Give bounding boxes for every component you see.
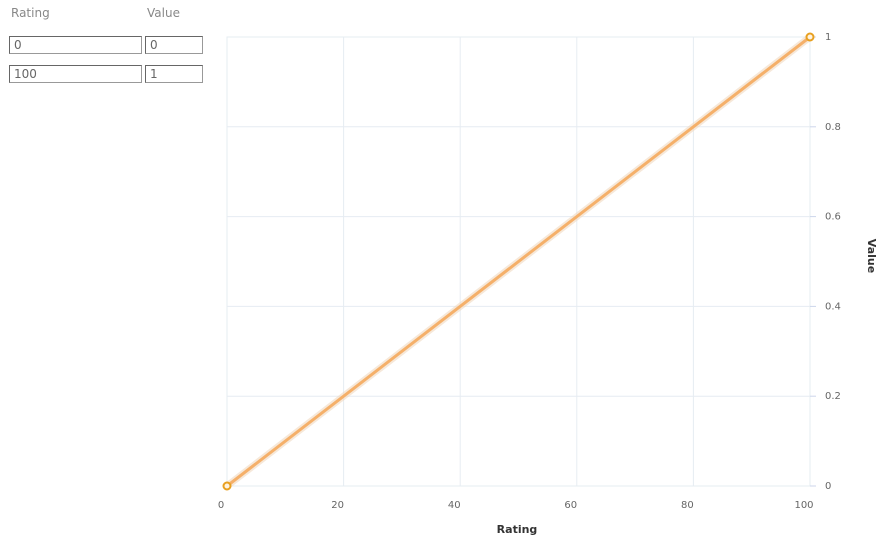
rating-column-header: Rating bbox=[11, 6, 50, 20]
x-axis-ticks: 0 20 40 60 80 100 bbox=[218, 500, 814, 511]
x-tick-label: 40 bbox=[448, 500, 461, 511]
x-tick-label: 100 bbox=[794, 500, 813, 511]
x-tick-label: 60 bbox=[564, 500, 577, 511]
y-axis-title: Value bbox=[865, 239, 878, 273]
y-tick-label: 0.2 bbox=[825, 391, 841, 402]
y-axis-ticks: 0 0.2 0.4 0.6 0.8 1 bbox=[825, 32, 841, 492]
series-point[interactable] bbox=[805, 32, 815, 42]
value-input-row-2[interactable] bbox=[145, 65, 203, 83]
y-tick-label: 0.6 bbox=[825, 212, 841, 223]
value-input-row-1[interactable] bbox=[145, 36, 203, 54]
rating-input-row-1[interactable] bbox=[9, 36, 142, 54]
series-point[interactable] bbox=[222, 481, 232, 491]
rating-input-row-2[interactable] bbox=[9, 65, 142, 83]
series-line bbox=[225, 35, 812, 488]
chart-grid bbox=[226, 36, 816, 487]
chart-series bbox=[222, 32, 815, 491]
y-tick-label: 1 bbox=[825, 32, 831, 43]
y-tick-label: 0.8 bbox=[825, 122, 841, 133]
value-column-header: Value bbox=[147, 6, 180, 20]
x-tick-label: 80 bbox=[681, 500, 694, 511]
x-tick-label: 0 bbox=[218, 500, 224, 511]
x-axis-title: Rating bbox=[497, 523, 538, 536]
x-tick-label: 20 bbox=[331, 500, 344, 511]
y-tick-label: 0 bbox=[825, 481, 831, 492]
y-tick-label: 0.4 bbox=[825, 301, 841, 312]
